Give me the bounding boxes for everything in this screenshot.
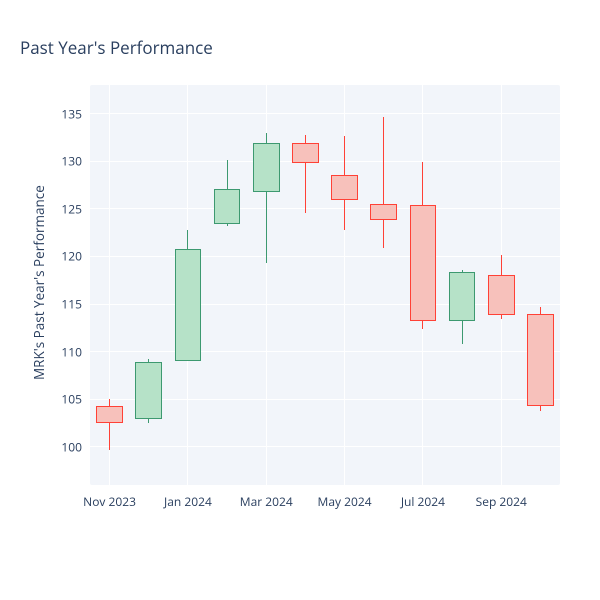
gridline-h [90,256,560,257]
plot-area [90,85,560,485]
candle-body [370,204,397,220]
candle-body [175,249,202,361]
candle-body [410,205,437,321]
xtick-label: May 2024 [318,493,372,510]
ytick-label: 135 [61,105,82,122]
y-axis-label: MRK's Past Year's Performance [30,185,48,380]
candle-body [214,189,241,224]
candle-body [253,143,280,192]
ytick-label: 110 [61,343,82,360]
gridline-h [90,446,560,447]
candle-body [331,175,358,201]
chart-title: Past Year's Performance [20,36,213,59]
ytick-label: 105 [61,391,82,408]
xtick-label: Jan 2024 [164,493,212,510]
xtick-label: Sep 2024 [476,493,527,510]
candle-body [292,143,319,163]
candle-body [96,406,123,423]
candle-body [135,362,162,419]
gridline-h [90,113,560,114]
xtick-label: Mar 2024 [240,493,293,510]
ytick-label: 100 [61,438,82,455]
gridline-h [90,351,560,352]
ytick-label: 115 [61,296,82,313]
candle-body [449,272,476,322]
chart-container: Past Year's Performance MRK's Past Year'… [0,0,600,600]
ytick-label: 130 [61,153,82,170]
gridline-h [90,161,560,162]
candle-body [527,314,554,406]
candle-body [488,275,515,315]
ytick-label: 120 [61,248,82,265]
ytick-label: 125 [61,200,82,217]
xtick-label: Nov 2023 [83,493,136,510]
candle-wick [383,117,384,247]
xtick-label: Jul 2024 [401,493,445,510]
gridline-h [90,208,560,209]
